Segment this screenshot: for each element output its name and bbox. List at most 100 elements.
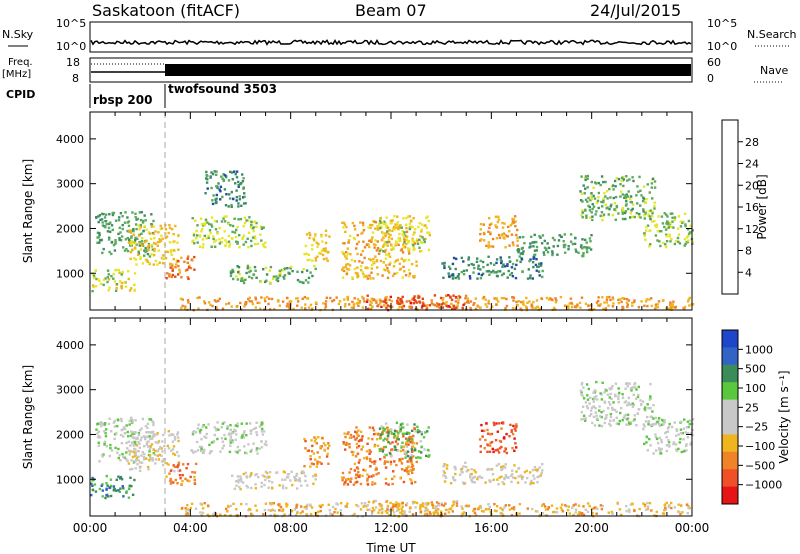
echo-cell <box>118 238 121 242</box>
echo-cell <box>648 245 651 248</box>
echo-cell <box>338 300 342 303</box>
echo-cell <box>268 475 271 479</box>
echo-cell <box>385 264 388 267</box>
echo-cell <box>670 425 674 429</box>
echo-cell <box>445 294 448 297</box>
echo-cell <box>296 511 299 515</box>
echo-cell <box>607 401 611 404</box>
echo-cell <box>621 296 624 300</box>
echo-cell <box>477 305 480 308</box>
echo-cell <box>224 437 227 440</box>
echo-cell <box>377 303 380 307</box>
echo-cell <box>376 228 380 231</box>
echo-cell <box>262 243 265 246</box>
echo-cell <box>385 431 388 434</box>
echo-cell <box>375 249 378 252</box>
echo-cell <box>98 233 101 237</box>
echo-cell <box>381 507 384 510</box>
echo-cell <box>399 423 403 426</box>
echo-cell <box>593 397 596 400</box>
echo-cell <box>149 437 152 441</box>
echo-cell <box>136 237 139 240</box>
echo-cell <box>311 243 314 247</box>
nsky-series <box>90 38 692 46</box>
echo-cell <box>650 304 653 308</box>
echo-cell <box>622 416 625 419</box>
echo-cell <box>600 398 604 401</box>
echo-cell <box>171 240 175 244</box>
echo-cell <box>383 304 386 307</box>
echo-cell <box>659 450 662 453</box>
echo-cell <box>195 440 199 444</box>
echo-cell <box>487 503 490 506</box>
echo-cell <box>598 415 602 418</box>
echo-cell <box>608 295 611 299</box>
echo-cell <box>591 207 594 211</box>
echo-cell <box>629 422 632 425</box>
colorbar-tick-label: 24 <box>745 158 759 171</box>
echo-cell <box>349 480 352 483</box>
echo-cell <box>597 206 600 210</box>
echo-cell <box>386 460 389 464</box>
echo-cell <box>184 513 188 516</box>
echo-cell <box>391 441 394 444</box>
echo-cell <box>410 479 413 482</box>
echo-cell <box>376 444 380 447</box>
echo-cell <box>598 405 601 408</box>
echo-cell <box>237 180 240 184</box>
echo-cell <box>228 243 232 246</box>
echo-cell <box>382 439 385 442</box>
echo-cell <box>356 275 359 279</box>
echo-cell <box>359 430 363 433</box>
echo-cell <box>260 239 263 242</box>
echo-cell <box>587 196 590 200</box>
echo-cell <box>371 510 374 513</box>
echo-cell <box>167 231 170 235</box>
echo-cell <box>92 274 96 277</box>
echo-cell <box>406 431 409 434</box>
power-colorbar-frame <box>721 119 739 295</box>
echo-cell <box>200 438 203 441</box>
echo-cell <box>393 445 396 448</box>
echo-cell <box>405 242 408 246</box>
echo-cell <box>574 508 578 511</box>
echo-cell <box>418 246 421 249</box>
echo-cell <box>420 230 423 233</box>
echo-cell <box>344 255 347 258</box>
echo-cell <box>515 300 518 304</box>
echo-cell <box>376 246 380 250</box>
echo-cell <box>117 456 120 460</box>
echo-cell <box>473 469 476 472</box>
echo-cell <box>578 511 581 514</box>
echo-cell <box>148 450 151 453</box>
echo-cell <box>665 222 668 225</box>
echo-cell <box>235 189 238 192</box>
echo-cell <box>215 220 218 223</box>
echo-cell <box>403 237 406 240</box>
echo-cell <box>108 213 111 216</box>
echo-cell <box>663 503 667 506</box>
echo-cell <box>172 481 175 484</box>
echo-cell <box>206 178 209 181</box>
echo-cell <box>113 437 116 441</box>
echo-cell <box>498 439 502 443</box>
echo-cell <box>134 258 138 261</box>
echo-cell <box>369 258 373 262</box>
echo-cell <box>354 271 358 275</box>
echo-cell <box>647 406 650 410</box>
echo-cell <box>176 431 180 434</box>
echo-cell <box>97 441 100 444</box>
echo-cell <box>301 270 304 274</box>
echo-cell <box>234 450 237 453</box>
echo-cell <box>519 307 522 310</box>
echo-cell <box>341 250 344 254</box>
echo-cell <box>618 508 622 511</box>
echo-cell <box>457 273 461 276</box>
echo-cell <box>589 240 592 243</box>
echo-cell <box>551 250 554 253</box>
echo-cell <box>679 220 682 223</box>
echo-cell <box>199 245 202 248</box>
echo-cell <box>267 302 270 306</box>
echo-cell <box>405 437 408 440</box>
